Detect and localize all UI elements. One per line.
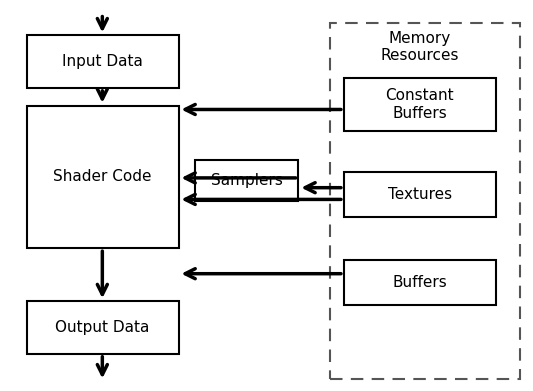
Bar: [344, 172, 496, 217]
Text: Buffers: Buffers: [392, 275, 447, 290]
Text: Samplers: Samplers: [211, 173, 282, 188]
Bar: [344, 78, 496, 131]
Bar: [27, 106, 179, 248]
Text: Shader Code: Shader Code: [53, 169, 152, 185]
Bar: [27, 35, 179, 88]
Bar: [27, 301, 179, 354]
Text: Output Data: Output Data: [55, 320, 150, 335]
Bar: [344, 260, 496, 305]
Bar: [195, 160, 298, 201]
Text: Textures: Textures: [387, 187, 452, 202]
Text: Memory
Resources: Memory Resources: [380, 31, 459, 63]
Text: Constant
Buffers: Constant Buffers: [385, 88, 454, 121]
Text: Input Data: Input Data: [62, 54, 143, 69]
Bar: [330, 23, 520, 379]
